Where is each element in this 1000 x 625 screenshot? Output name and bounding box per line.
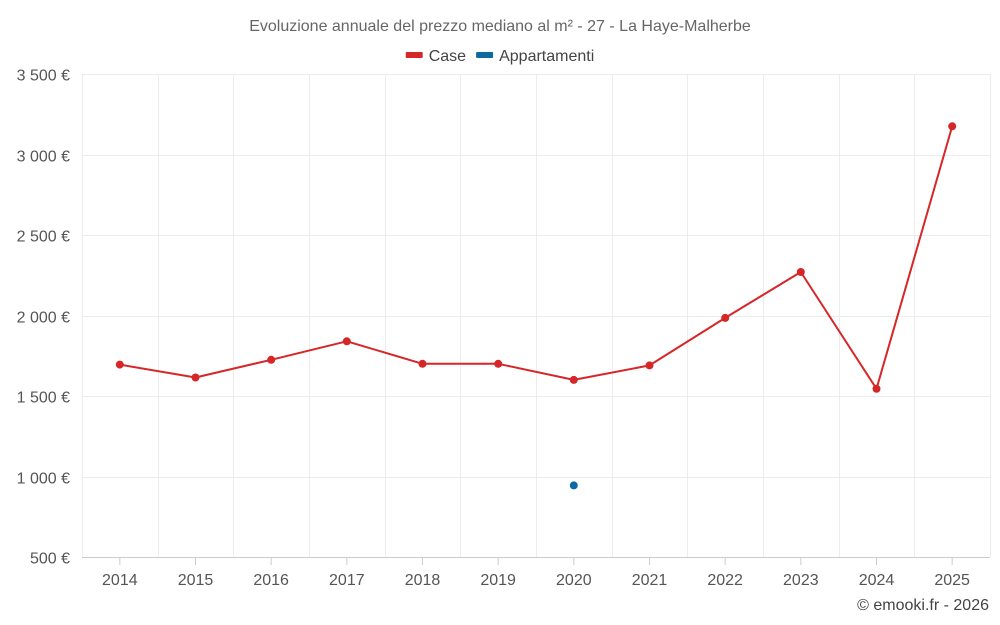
series-case [115, 122, 957, 393]
x-tick-labels: 2014 2015 2016 2017 2018 2019 2020 2021 2022 2023… [102, 557, 970, 589]
x-tick-label: 2022 [707, 572, 743, 589]
x-tick-label: 2020 [556, 572, 592, 589]
data-point[interactable] [721, 313, 730, 322]
y-tick-label: 3 000 € [17, 149, 70, 166]
data-point[interactable] [569, 375, 578, 384]
data-point[interactable] [494, 359, 503, 368]
x-tick-label: 2023 [783, 572, 819, 589]
legend-label: Case [429, 48, 466, 65]
data-point[interactable] [948, 122, 957, 131]
legend-label: Appartamenti [499, 48, 594, 65]
data-point[interactable] [796, 268, 805, 276]
data-point[interactable] [569, 481, 578, 490]
x-tick-label: 2017 [329, 572, 365, 589]
data-point[interactable] [645, 361, 654, 370]
y-tick-label: 3 500 € [17, 68, 70, 85]
y-tick-label: 1 000 € [17, 471, 70, 488]
x-tick-label: 2019 [480, 572, 516, 589]
data-series [115, 122, 957, 490]
y-tick-label: 2 500 € [17, 229, 70, 246]
x-tick-label: 2015 [178, 572, 214, 589]
legend-swatch[interactable] [405, 52, 423, 58]
data-point[interactable] [191, 373, 200, 382]
legend-swatch[interactable] [476, 52, 494, 58]
data-point[interactable] [872, 384, 881, 393]
data-point[interactable] [342, 337, 351, 346]
credit-text: © emooki.fr - 2026 [857, 597, 989, 614]
x-tick-label: 2024 [859, 572, 895, 589]
x-tick-label: 2025 [934, 572, 970, 589]
legend: Case Appartamenti [405, 48, 594, 65]
y-tick-labels: 500 € 1 000 € 1 500 € 2 000 € 2 500 € 3 000 €… [17, 68, 70, 568]
series-line [119, 126, 954, 390]
series-appartamenti [569, 481, 578, 490]
x-tick-label: 2018 [405, 572, 441, 589]
data-point[interactable] [267, 355, 276, 364]
x-tick-label: 2014 [102, 572, 138, 589]
y-tick-label: 500 € [30, 551, 70, 568]
x-tick-label: 2021 [632, 572, 668, 589]
x-tick-label: 2016 [253, 572, 289, 589]
grid-lines [82, 74, 991, 557]
data-point[interactable] [418, 359, 427, 368]
chart-title: Evoluzione annuale del prezzo mediano al… [249, 18, 751, 35]
data-point[interactable] [115, 360, 124, 369]
y-tick-label: 2 000 € [17, 310, 70, 327]
y-tick-label: 1 500 € [17, 390, 70, 407]
